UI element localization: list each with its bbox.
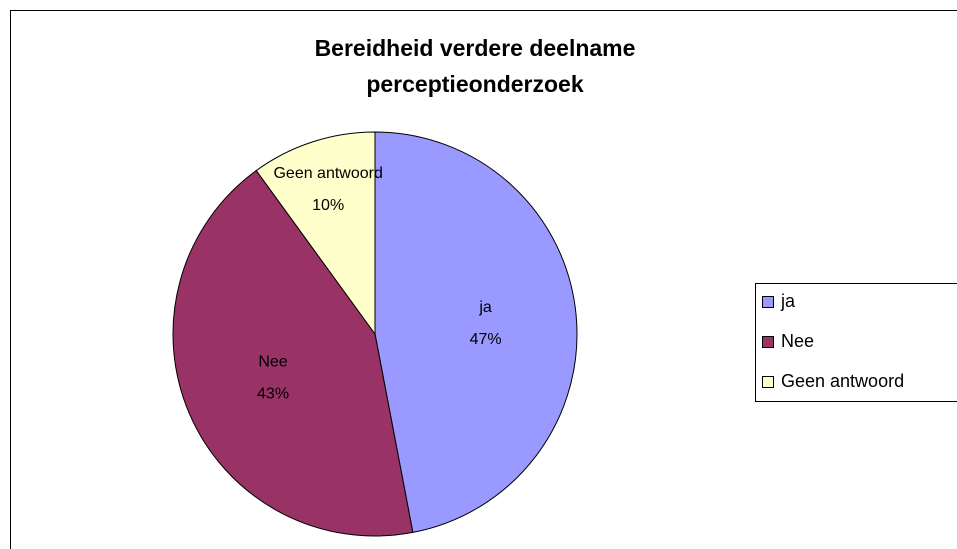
- slice-label: Nee: [258, 353, 287, 370]
- legend-swatch: [762, 376, 774, 388]
- legend-swatch: [762, 296, 774, 308]
- pie-slice: [172, 169, 414, 537]
- legend-label: Nee: [781, 331, 814, 351]
- legend-swatch: [762, 336, 774, 348]
- slice-value-label: 43%: [257, 385, 289, 402]
- slice-value-label: 10%: [312, 197, 344, 214]
- legend-box: [755, 283, 957, 402]
- slice-label: ja: [478, 299, 492, 316]
- chart-title: Bereidheid verdere deelname perceptieond…: [314, 35, 636, 97]
- pie-slice: [374, 131, 578, 534]
- legend-label: Geen antwoord: [781, 371, 904, 391]
- slice-label: Geen antwoord: [273, 165, 382, 182]
- legend-label: ja: [780, 291, 796, 311]
- slice-value-label: 47%: [470, 331, 502, 348]
- pie-slice: [255, 131, 376, 336]
